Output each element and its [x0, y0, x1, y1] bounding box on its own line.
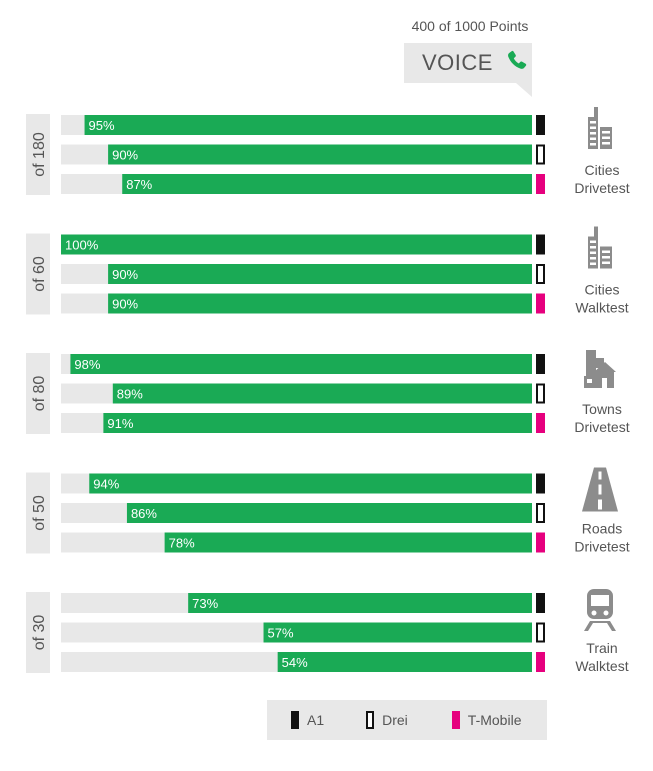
- bar: [89, 473, 532, 494]
- legend-label-drei: Drei: [382, 712, 408, 728]
- operator-marker-tmobile: [536, 293, 545, 314]
- bar: [61, 234, 532, 255]
- group-category-label-line1: Cities: [584, 162, 619, 178]
- legend-item-tmobile: T-Mobile: [451, 711, 522, 729]
- group-category-label-line2: Walktest: [575, 658, 628, 674]
- bar-value-label: 90%: [112, 297, 138, 312]
- group-label-box: [26, 353, 50, 434]
- group-category-label-line1: Cities: [584, 282, 619, 298]
- operator-marker-tmobile: [536, 174, 545, 194]
- bar: [277, 652, 532, 672]
- town-houses-icon: [584, 350, 616, 388]
- bar-value-label: 90%: [112, 148, 138, 163]
- bar-value-label: 90%: [112, 267, 138, 282]
- group-points-label: of 50: [31, 495, 48, 531]
- operator-marker-tmobile: [536, 413, 545, 433]
- operator-marker-a1: [536, 593, 545, 613]
- bar: [108, 264, 532, 284]
- bar: [84, 115, 533, 135]
- header-badge-pointer: [516, 83, 532, 97]
- operator-marker-drei: [536, 503, 545, 523]
- operator-marker-drei: [536, 383, 545, 404]
- group-category-label-line2: Drivetest: [574, 180, 629, 196]
- bar-value-label: 78%: [169, 536, 195, 551]
- legend-swatch-tmobile: [451, 711, 460, 729]
- bar: [122, 174, 532, 194]
- bar-value-label: 91%: [107, 416, 133, 431]
- bar: [108, 144, 532, 165]
- operator-marker-drei: [536, 144, 545, 165]
- group-category-label-line2: Drivetest: [574, 419, 629, 435]
- bar-value-label: 89%: [117, 387, 143, 402]
- bar: [108, 293, 532, 314]
- group-label-box: [26, 592, 50, 673]
- legend-item-drei: Drei: [366, 711, 408, 729]
- bar-value-label: 94%: [93, 477, 119, 492]
- bar: [112, 383, 532, 404]
- group-label-box: [26, 233, 50, 315]
- operator-marker-a1: [536, 473, 545, 494]
- operator-marker-tmobile: [536, 652, 545, 672]
- legend: A1 Drei T-Mobile: [267, 700, 547, 740]
- header-category-badge: VOICE: [404, 43, 532, 83]
- phone-icon: [505, 48, 529, 79]
- group-category-label-line1: Train: [586, 640, 617, 656]
- legend-swatch-a1: [291, 711, 299, 729]
- group-category-label-line2: Drivetest: [574, 539, 629, 555]
- operator-marker-drei: [536, 622, 545, 643]
- bar-value-label: 73%: [192, 596, 218, 611]
- bar: [188, 593, 533, 613]
- bar-value-label: 95%: [89, 118, 115, 133]
- bar: [103, 413, 532, 433]
- operator-marker-drei: [536, 264, 545, 284]
- bar-value-label: 98%: [74, 357, 100, 372]
- header-category-label: VOICE: [422, 50, 493, 75]
- bar: [126, 503, 532, 523]
- group-category-label-line1: Towns: [582, 401, 622, 417]
- group-label-box: [26, 114, 50, 195]
- bar-value-label: 57%: [268, 626, 294, 641]
- group-category-label-line1: Roads: [582, 521, 622, 537]
- road-icon: [582, 467, 618, 512]
- bar-value-label: 100%: [65, 238, 99, 253]
- city-buildings-icon: [588, 226, 612, 269]
- operator-marker-a1: [536, 234, 545, 255]
- bar: [263, 622, 532, 643]
- header-points-text: 400 of 1000 Points: [411, 18, 529, 34]
- group-points-label: of 30: [31, 615, 48, 651]
- group-category-label-line2: Walktest: [575, 300, 628, 316]
- group-label-box: [26, 472, 50, 554]
- legend-label-a1: A1: [307, 712, 325, 728]
- legend-label-tmobile: T-Mobile: [467, 712, 522, 728]
- city-buildings-icon: [588, 107, 612, 149]
- bar: [70, 354, 533, 374]
- legend-swatch-drei: [366, 711, 375, 729]
- bar-value-label: 87%: [126, 177, 152, 192]
- bar-value-label: 54%: [282, 655, 308, 670]
- bar-value-label: 86%: [131, 506, 157, 521]
- bar-chart: of 180 95% 90% 87% Cities Drivetest of 60 100% 9…: [26, 107, 630, 674]
- group-points-label: of 60: [31, 256, 48, 292]
- train-icon: [584, 589, 616, 631]
- operator-marker-a1: [536, 115, 545, 135]
- bar: [164, 532, 532, 553]
- group-points-label: of 180: [31, 132, 48, 177]
- operator-marker-tmobile: [536, 532, 545, 553]
- legend-item-a1: A1: [291, 711, 324, 729]
- group-points-label: of 80: [31, 376, 48, 412]
- operator-marker-a1: [536, 354, 545, 374]
